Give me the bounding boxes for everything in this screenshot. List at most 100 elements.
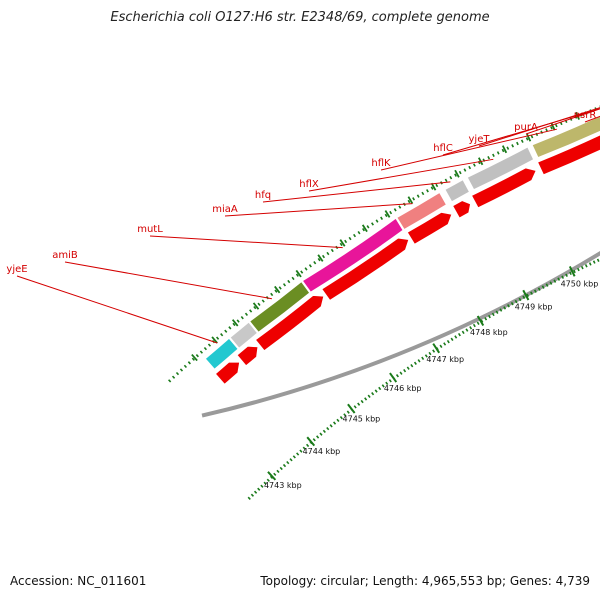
gene-leader-line: [308, 158, 494, 192]
gene-block-yjeE: [204, 337, 239, 370]
kbp-minor-tick: [514, 299, 518, 304]
kbp-minor-tick: [312, 438, 316, 442]
kbp-minor-tick: [491, 312, 495, 317]
feature-tick-major: [407, 196, 414, 205]
feature-tick: [525, 137, 529, 141]
feature-tick: [550, 126, 553, 130]
feature-tick: [270, 292, 274, 297]
gene-label-yjeE: yjeE: [6, 264, 27, 275]
kbp-minor-tick: [322, 429, 326, 434]
feature-tick-major: [339, 239, 346, 247]
gene-label-hflX: hflX: [299, 179, 319, 190]
feature-tick: [216, 336, 220, 340]
feature-tick: [295, 273, 299, 277]
kbp-minor-tick: [428, 351, 432, 356]
kbp-minor-tick: [410, 364, 414, 368]
feature-tick: [375, 219, 379, 223]
kbp-minor-tick: [454, 335, 458, 339]
kbp-minor-tick: [319, 432, 323, 436]
feature-tick: [366, 225, 370, 229]
kbp-minor-tick: [276, 469, 280, 474]
kbp-minor-tick: [417, 359, 421, 363]
kbp-minor-tick: [533, 289, 537, 293]
kbp-minor-tick: [316, 435, 320, 439]
kbp-minor-tick: [510, 301, 514, 306]
feature-tick: [228, 326, 232, 330]
gene-block-unnamed: [229, 321, 259, 349]
feature-tick-major: [252, 302, 260, 310]
feature-tick: [430, 186, 434, 190]
kbp-minor-tick: [395, 374, 399, 378]
kbp-minor-tick: [385, 381, 389, 386]
kbp-minor-tick: [503, 306, 507, 310]
topology-text: Topology: circular; Length: 4,965,553 bp…: [260, 574, 590, 588]
feature-tick: [257, 302, 261, 306]
feature-tick: [398, 205, 402, 209]
kbp-minor-tick: [450, 337, 454, 341]
feature-tick: [412, 197, 416, 201]
kbp-major-tick: [347, 403, 356, 414]
kbp-minor-tick: [577, 267, 580, 272]
feature-tick: [463, 168, 467, 172]
kbp-label: 4747 kbp: [426, 355, 464, 364]
kbp-minor-tick: [339, 415, 343, 420]
kbp-major-tick: [389, 372, 398, 383]
feature-tick: [516, 141, 519, 146]
kbp-minor-tick: [266, 478, 270, 482]
cds-arrow: [236, 345, 259, 367]
feature-tick: [371, 222, 374, 226]
kbp-minor-tick: [260, 484, 264, 488]
feature-tick-major: [526, 133, 532, 142]
feature-tick: [458, 170, 462, 175]
feature-tick: [348, 236, 352, 241]
feature-tick: [278, 286, 282, 290]
kbp-minor-tick: [465, 328, 469, 332]
feature-tick-major: [295, 269, 302, 278]
kbp-minor-tick: [296, 452, 300, 456]
kbp-minor-tick: [592, 260, 596, 264]
cds-arrow: [406, 211, 453, 245]
feature-tick-major: [317, 254, 324, 262]
kbp-minor-tick: [279, 466, 283, 471]
kbp-minor-tick: [439, 344, 443, 349]
kbp-label: 4750 kbp: [561, 279, 599, 288]
feature-tick: [444, 178, 448, 182]
kbp-major-tick: [522, 289, 530, 301]
kbp-minor-tick: [302, 446, 306, 450]
gene-block-mutL: [301, 217, 404, 293]
feature-tick: [274, 289, 278, 293]
kbp-minor-tick: [526, 293, 530, 297]
kbp-label: 4745 kbp: [343, 415, 381, 424]
kbp-minor-tick: [580, 265, 584, 270]
feature-tick: [530, 134, 534, 139]
feature-tick: [179, 368, 184, 372]
feature-tick: [357, 230, 361, 235]
feature-tick: [300, 270, 304, 274]
kbp-minor-tick: [282, 463, 287, 468]
feature-tick-major: [384, 210, 391, 218]
kbp-minor-tick: [484, 317, 488, 321]
feature-tick: [168, 379, 172, 383]
kbp-minor-tick: [457, 332, 461, 337]
feature-tick-major: [191, 353, 198, 362]
gene-labels: yjeE amiB mutL miaA hfq hflX hflK hflC yjeT purA n…: [6, 107, 600, 344]
feature-tick: [313, 261, 317, 265]
kbp-major-tick: [306, 436, 316, 447]
kbp-minor-tick: [332, 421, 337, 425]
feature-tick: [187, 361, 191, 365]
feature-tick: [344, 239, 348, 244]
kbp-minor-tick: [537, 287, 541, 291]
kbp-minor-tick: [289, 458, 293, 462]
accession-text: Accession: NC_011601: [10, 574, 147, 588]
kbp-minor-tick: [247, 496, 251, 500]
feature-tick: [304, 267, 308, 271]
kbp-minor-tick: [443, 342, 447, 346]
kbp-minor-tick: [561, 275, 565, 279]
feature-tick: [171, 375, 176, 379]
feature-tick-major: [274, 285, 281, 294]
kbp-minor-tick: [371, 391, 375, 396]
feature-tick: [207, 343, 212, 347]
feature-tick: [384, 213, 388, 218]
feature-ticks: [168, 102, 600, 383]
